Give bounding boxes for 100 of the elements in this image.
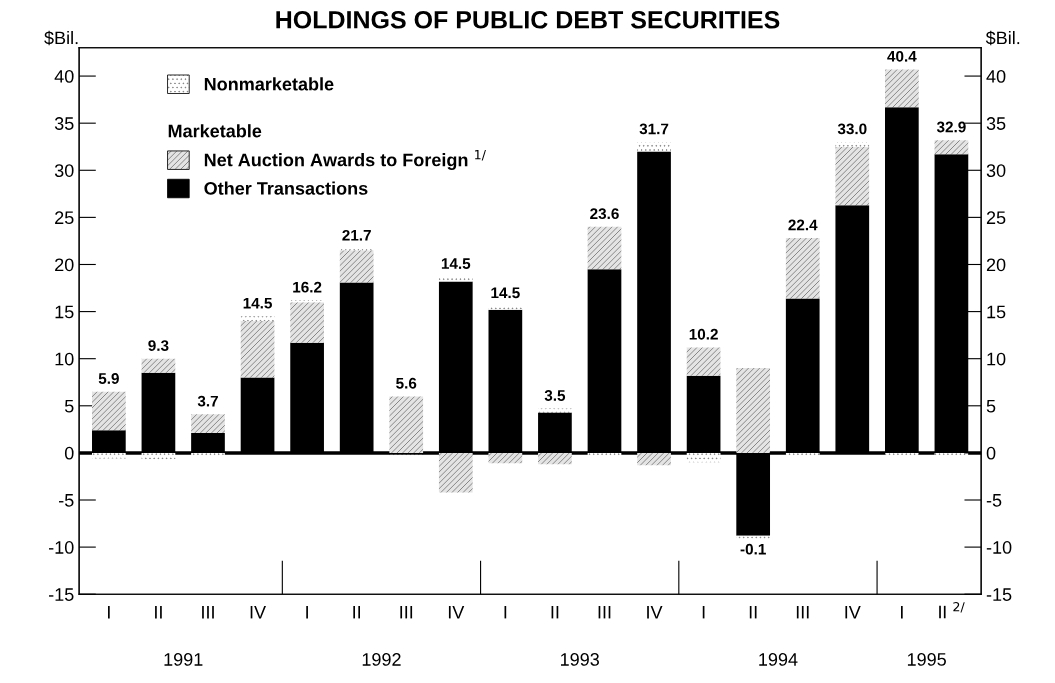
bar xyxy=(141,358,176,373)
x-tick-label: IV xyxy=(448,605,465,619)
y2-tick-label: 5 xyxy=(986,399,996,413)
text: 1991 xyxy=(164,653,203,666)
bar xyxy=(389,396,424,453)
text: 1995 xyxy=(907,653,946,666)
bar xyxy=(686,452,721,463)
bar xyxy=(736,368,771,453)
total-label: 31.7 xyxy=(639,123,669,135)
y-tick-label: 40 xyxy=(54,70,74,83)
text: 1993 xyxy=(560,653,599,666)
legend-label: Net Auction Awards to Foreign $^{1/}$ xyxy=(204,150,486,170)
bar xyxy=(488,452,523,464)
y-tick-label: 30 xyxy=(54,164,74,177)
x-tick-label: I xyxy=(504,605,507,619)
legend-title: Marketable xyxy=(168,124,262,138)
y-axis-title: $Bil. xyxy=(44,30,78,46)
bar xyxy=(290,302,324,343)
y-tick-label: -5 xyxy=(59,494,74,507)
y2-tick-label: 15 xyxy=(987,305,1006,319)
y2-tick-label: -15 xyxy=(986,588,1012,601)
text: 1992 xyxy=(362,653,401,666)
bar xyxy=(92,452,126,459)
bar xyxy=(835,142,870,147)
total-label: 14.5 xyxy=(491,287,520,299)
bar xyxy=(191,414,225,434)
x-tick-label: IV xyxy=(250,605,266,619)
bar xyxy=(538,452,572,465)
x-tick-label: III xyxy=(202,605,214,619)
bar xyxy=(835,146,870,206)
total-label: 10.2 xyxy=(689,328,718,340)
x-tick-label: III xyxy=(400,605,413,619)
total-label: 16.2 xyxy=(293,281,322,293)
total-label: 3.5 xyxy=(544,390,566,401)
total-label: -0.1 xyxy=(740,543,766,555)
total-label: 22.4 xyxy=(788,219,818,231)
bar xyxy=(885,69,919,108)
bar xyxy=(191,452,225,457)
y-tick-label: -15 xyxy=(48,588,74,601)
y2-tick-label: 10 xyxy=(987,352,1006,366)
y-tick-label: 5 xyxy=(64,399,74,413)
y-tick-label: 20 xyxy=(55,258,74,272)
bar xyxy=(240,321,275,378)
bar xyxy=(92,391,126,431)
x-tick-label: II xyxy=(749,605,757,619)
legend-label: Other Transactions xyxy=(204,181,368,195)
x-tick-label: IV xyxy=(647,605,663,619)
bar xyxy=(885,452,919,456)
x-tick-label: II xyxy=(551,605,559,619)
x-tick-label: III xyxy=(598,605,611,619)
y-tick-label: 15 xyxy=(55,305,74,319)
bar xyxy=(438,452,473,493)
bar xyxy=(934,140,969,155)
chart-title: HOLDINGS OF PUBLIC DEBT SECURITIES xyxy=(276,10,780,29)
x-tick-label: I xyxy=(108,605,110,619)
bar xyxy=(785,238,820,299)
bar xyxy=(488,305,523,310)
total-label: 23.6 xyxy=(590,208,619,220)
x-tick-label: I xyxy=(901,605,903,619)
bar xyxy=(240,316,275,322)
y-tick-label: -10 xyxy=(48,541,74,554)
x-tick-label: II xyxy=(155,605,162,619)
y2-tick-label: 30 xyxy=(986,164,1006,177)
y-tick-label: 0 xyxy=(64,446,74,460)
total-label: 5.9 xyxy=(98,373,119,384)
total-label: 33.0 xyxy=(837,123,867,135)
x-tick-label: II $^{2/}$ xyxy=(939,601,965,619)
x-tick-label: I xyxy=(702,605,705,619)
y2-tick-label: 40 xyxy=(986,70,1006,83)
bar xyxy=(686,347,721,376)
y2-tick-label: -10 xyxy=(986,541,1012,554)
bar xyxy=(637,142,671,152)
total-label: 21.7 xyxy=(342,229,371,241)
y-tick-label: 10 xyxy=(55,352,74,366)
x-tick-label: I xyxy=(306,605,308,619)
y2-tick-label: 20 xyxy=(986,258,1006,272)
bar xyxy=(934,452,969,456)
bar xyxy=(587,452,622,457)
x-tick-label: III xyxy=(796,605,809,619)
text: 1994 xyxy=(759,653,798,666)
total-label: 40.4 xyxy=(887,50,917,62)
y2-axis-title: $Bil. xyxy=(985,30,1020,46)
total-label: 14.5 xyxy=(243,297,272,309)
bar xyxy=(339,250,374,283)
x-tick-label: II xyxy=(353,605,361,619)
bar xyxy=(637,452,671,466)
y-tick-label: 25 xyxy=(55,211,74,225)
total-label: 9.3 xyxy=(148,340,169,351)
x-tick-label: IV xyxy=(845,605,861,619)
total-label: 32.9 xyxy=(936,121,966,133)
bar xyxy=(587,226,622,270)
total-label: 5.6 xyxy=(396,377,417,389)
y2-tick-label: 0 xyxy=(986,446,996,460)
y-tick-label: 35 xyxy=(54,117,74,130)
total-label: 14.5 xyxy=(441,258,471,269)
legend-label: Nonmarketable xyxy=(204,77,334,91)
total-label: 3.7 xyxy=(197,395,218,407)
bar xyxy=(785,452,820,457)
y2-tick-label: 25 xyxy=(986,211,1006,225)
bar xyxy=(736,535,771,539)
